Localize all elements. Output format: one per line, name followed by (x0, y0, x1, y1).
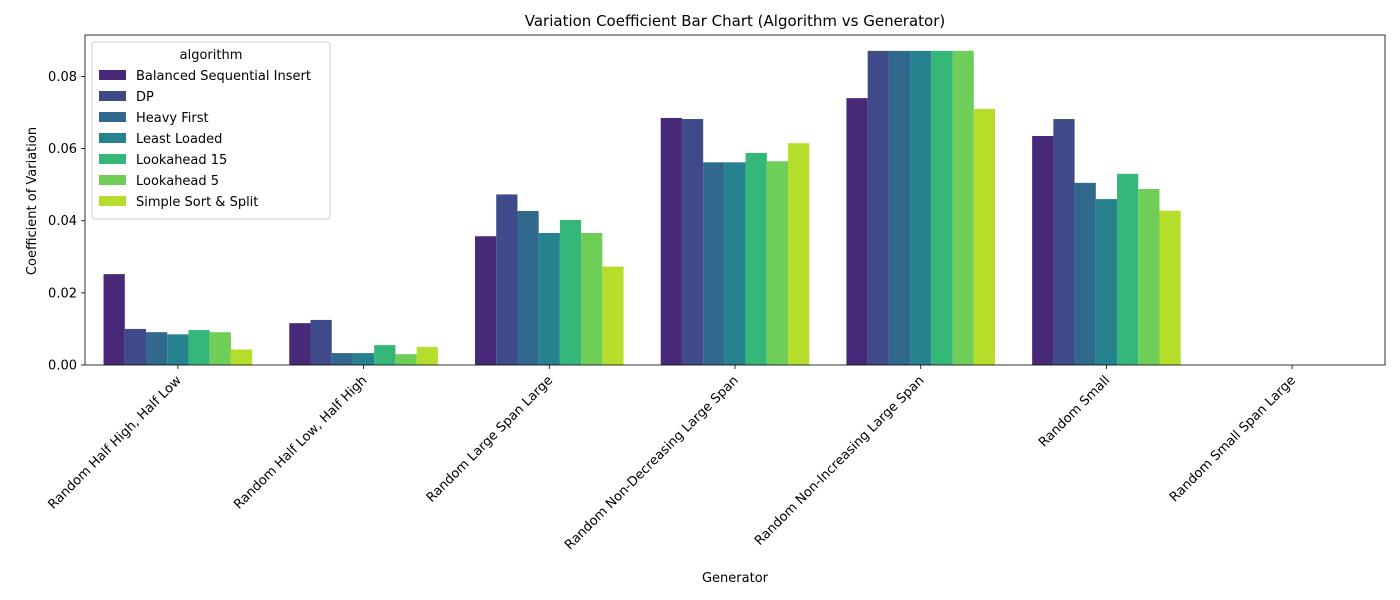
x-tick-label: Random Small (1036, 373, 1113, 450)
legend-label: Least Loaded (136, 132, 222, 147)
bar (952, 50, 974, 366)
y-tick-label: 0.02 (48, 286, 77, 301)
y-tick-label: 0.08 (48, 70, 77, 85)
bars-group (103, 50, 1181, 366)
bar (188, 330, 210, 365)
bar (103, 274, 125, 365)
bar (846, 98, 868, 366)
bar (1138, 189, 1160, 365)
x-tick-label: Random Non-Increasing Large Span (752, 373, 928, 549)
bar (660, 117, 682, 365)
legend-swatch (99, 133, 126, 143)
x-axis-title: Generator (702, 571, 769, 586)
bar (931, 50, 953, 366)
legend-swatch (99, 91, 126, 101)
legend-swatch (99, 175, 126, 185)
legend-label: Balanced Sequential Insert (136, 69, 311, 84)
bar (475, 236, 497, 365)
bar (681, 119, 704, 366)
bar (703, 162, 725, 365)
legend-frame (91, 41, 331, 220)
y-tick-label: 0.06 (48, 142, 77, 157)
bar (602, 266, 624, 365)
bar (310, 319, 332, 365)
bar (888, 50, 911, 366)
bar (1095, 199, 1118, 365)
bar (538, 233, 560, 365)
x-tick-label: Random Half Low, Half High (231, 373, 370, 512)
bar (146, 332, 168, 365)
y-tick-label: 0.04 (48, 214, 77, 229)
bar (745, 152, 767, 365)
legend-label: Lookahead 5 (136, 174, 219, 189)
bar (724, 162, 746, 365)
bar (910, 50, 932, 366)
y-axis-title: Coefficient of Variation (25, 127, 40, 275)
legend-label: Simple Sort & Split (136, 195, 258, 210)
legend-label: DP (136, 90, 154, 105)
legend-label: Lookahead 15 (136, 153, 227, 168)
x-tick-label: Random Large Span Large (424, 373, 556, 505)
bar (788, 143, 810, 365)
bar (395, 354, 417, 365)
bar (167, 334, 189, 365)
legend-swatch (99, 154, 126, 164)
bar (581, 233, 603, 365)
bar (230, 349, 253, 365)
bar (289, 323, 311, 365)
legend-label: Heavy First (136, 111, 209, 126)
bar (1117, 173, 1139, 365)
bar (867, 50, 889, 366)
legend-title: algorithm (180, 48, 243, 63)
bar (1053, 119, 1075, 366)
bar (1032, 135, 1054, 365)
bar (1074, 182, 1096, 365)
legend: algorithm Balanced Sequential Insert DP Hea… (91, 41, 331, 220)
x-tick-label: Random Non-Decreasing Large Span (562, 373, 742, 553)
x-tick-label: Random Half High, Half Low (46, 373, 185, 512)
x-tick-label: Random Small Span Large (1167, 373, 1299, 505)
bar (559, 220, 582, 365)
bar (496, 194, 518, 365)
chart-title: Variation Coefficient Bar Chart (Algorit… (525, 12, 945, 30)
legend-swatch (99, 112, 126, 122)
bar (766, 161, 789, 365)
bar (416, 346, 438, 365)
legend-swatch (99, 196, 126, 206)
bar (374, 345, 396, 365)
legend-swatch (99, 70, 126, 80)
bar (209, 332, 231, 365)
bar (331, 353, 353, 365)
bar (124, 328, 147, 365)
bar (517, 211, 539, 365)
bar (973, 108, 995, 366)
bar (1159, 210, 1181, 365)
y-tick-label: 0.00 (48, 359, 77, 374)
bar (352, 353, 375, 365)
